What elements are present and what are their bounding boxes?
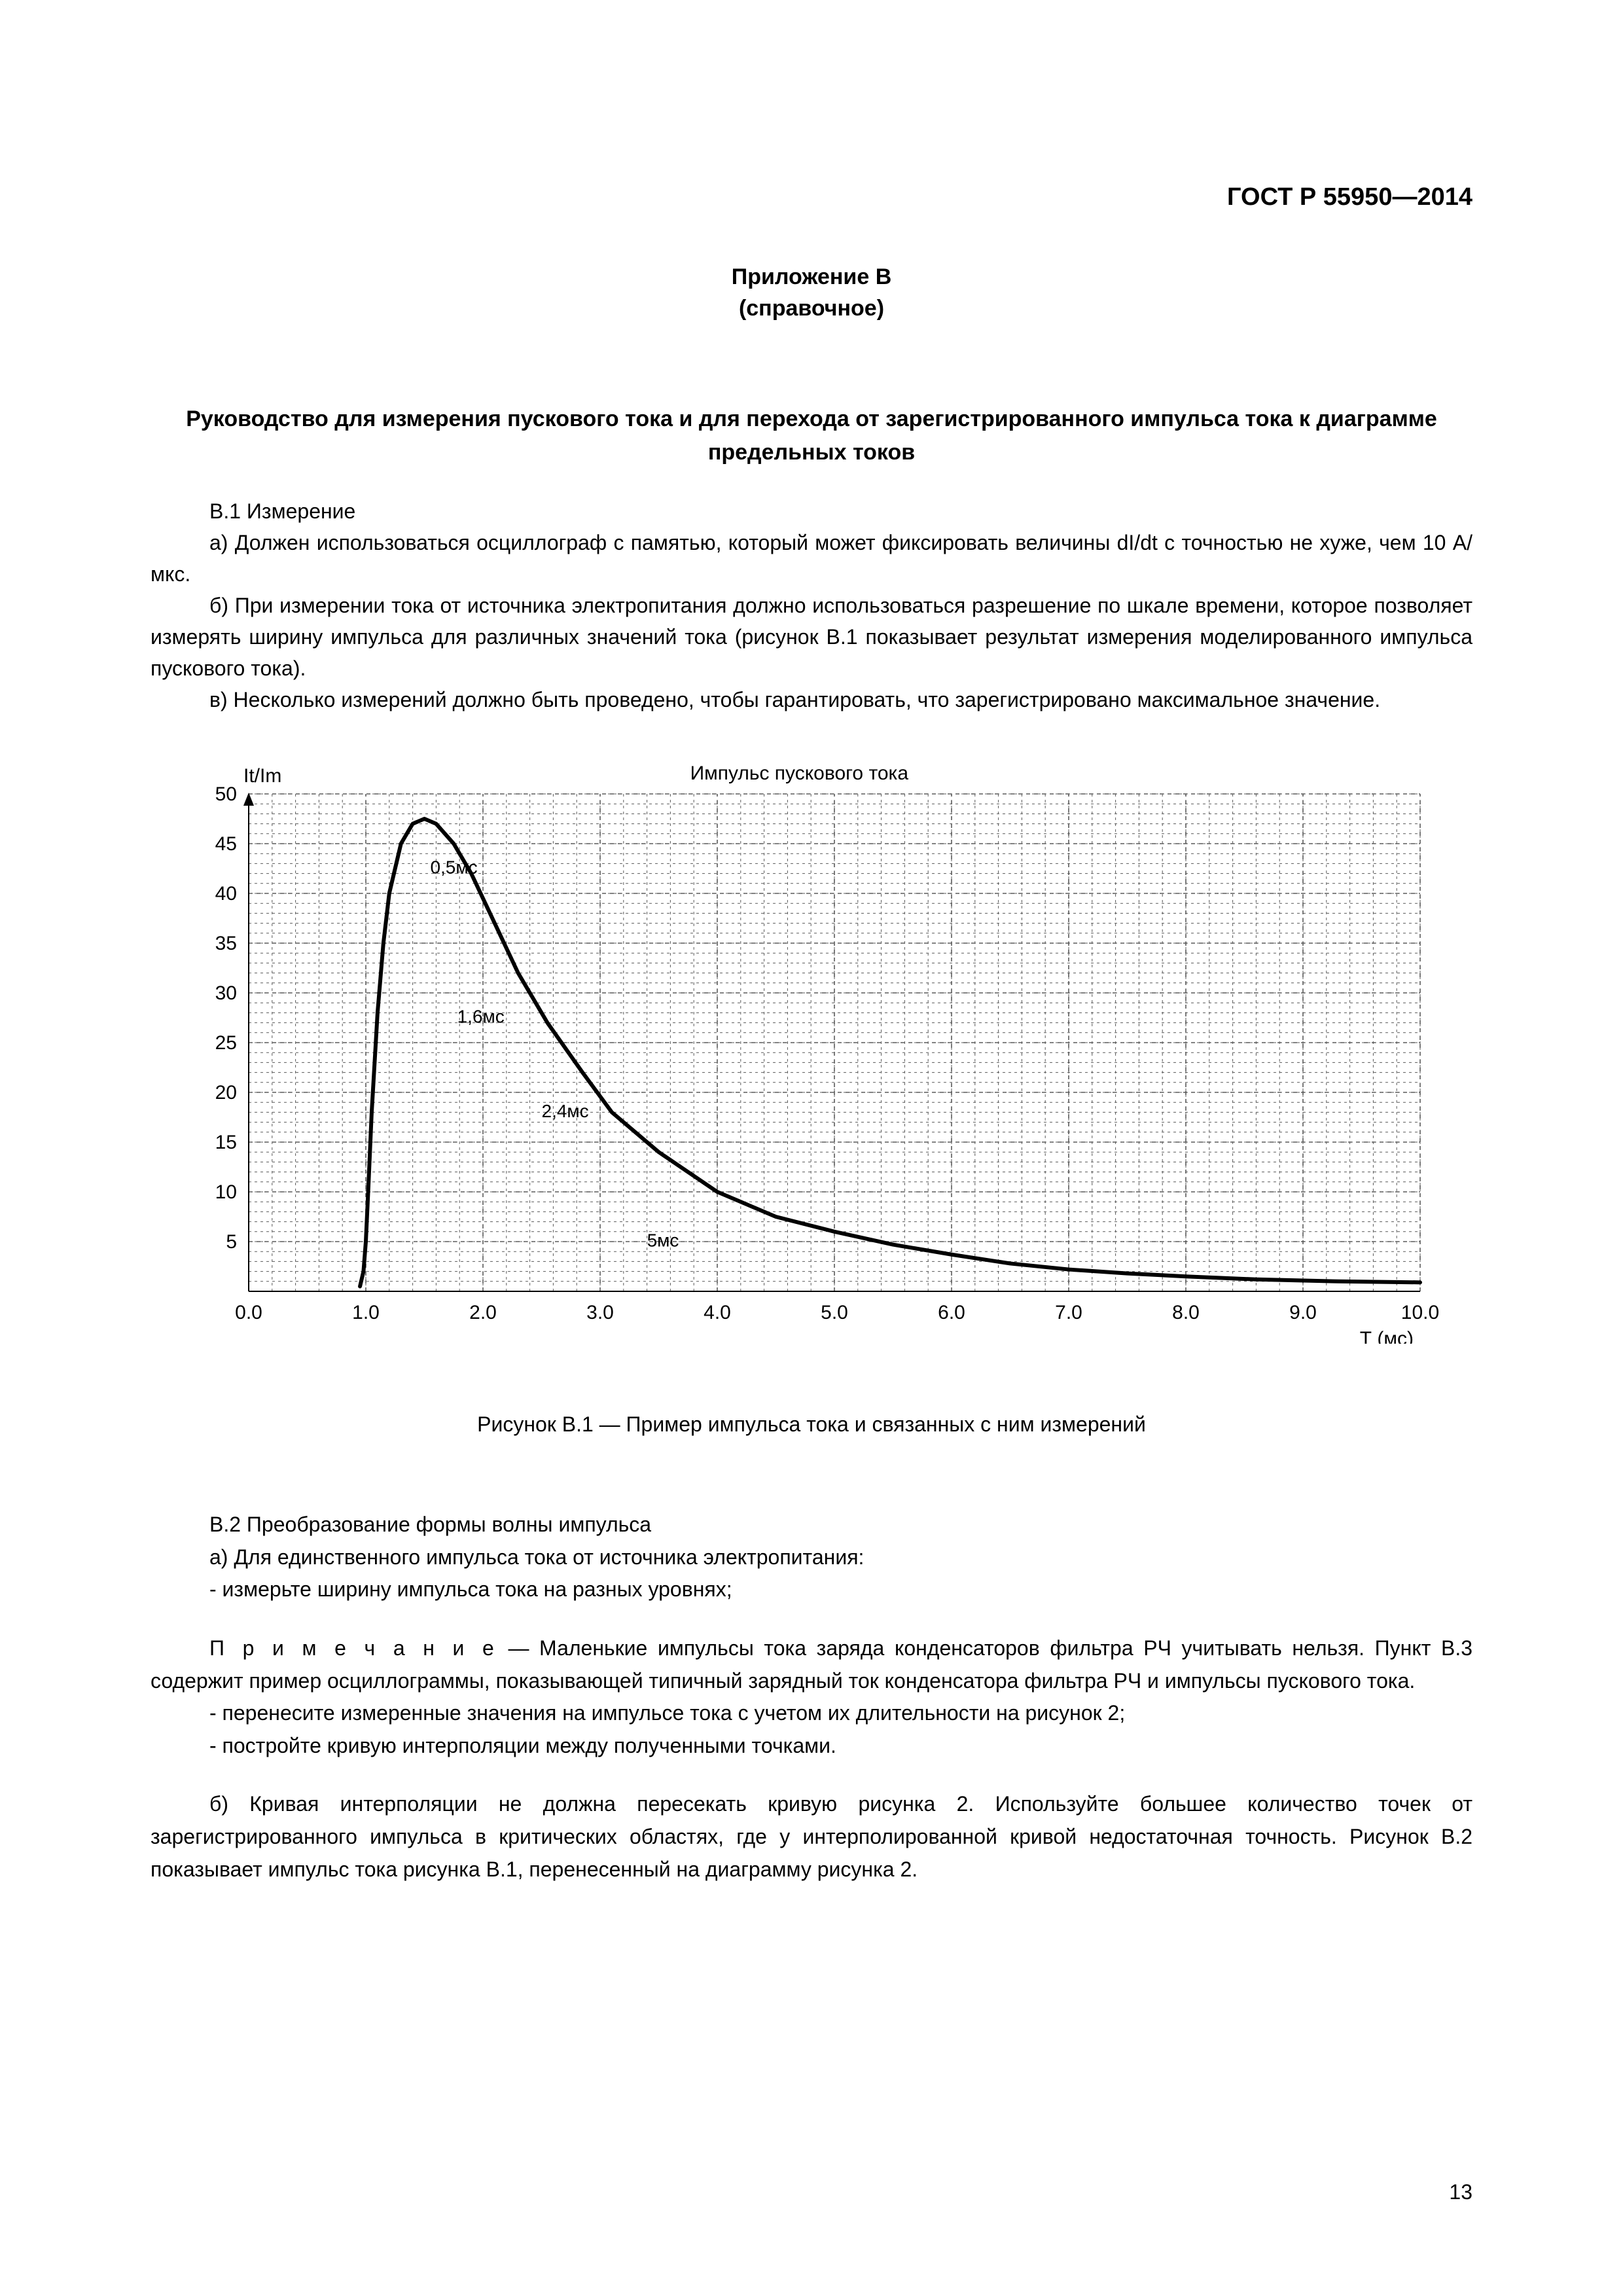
b1-b: б) При измерении тока от источника элект… [151,590,1472,684]
b1-heading: В.1 Измерение [151,495,1472,527]
svg-text:5мс: 5мс [647,1230,679,1251]
body-b1: В.1 Измерение а) Должен использоваться о… [151,495,1472,715]
svg-text:5.0: 5.0 [821,1302,848,1323]
svg-text:9.0: 9.0 [1289,1302,1317,1323]
chart-svg: 0.0 1.0 2.0 3.0 4.0 5.0 6.0 7.0 8.0 9.0 10.0 5 10 15 2… [177,755,1459,1344]
svg-text:5: 5 [226,1231,237,1253]
svg-text:Импульс пускового тока: Импульс пускового тока [690,762,909,784]
svg-text:35: 35 [215,933,237,954]
svg-text:1,6мс: 1,6мс [457,1007,505,1027]
appendix-block: Приложение В (справочное) [151,262,1472,324]
svg-text:10: 10 [215,1181,237,1203]
svg-text:4.0: 4.0 [704,1302,731,1323]
svg-text:0.0: 0.0 [235,1302,262,1323]
note-label: П р и м е ч а н и е [209,1636,498,1660]
svg-text:It/Im: It/Im [243,765,281,787]
appendix-kind: (справочное) [739,296,884,321]
svg-text:3.0: 3.0 [586,1302,614,1323]
b2-a: а) Для единственного импульса тока от ис… [151,1541,1472,1574]
b1-c: в) Несколько измерений должно быть прове… [151,684,1472,715]
b2-heading: В.2 Преобразование формы волны импульса [151,1509,1472,1541]
svg-text:40: 40 [215,883,237,905]
svg-text:10.0: 10.0 [1401,1302,1439,1323]
svg-text:2.0: 2.0 [469,1302,497,1323]
svg-text:15: 15 [215,1132,237,1153]
b2-a-dash2: - перенесите измеренные значения на импу… [151,1697,1472,1730]
svg-text:8.0: 8.0 [1172,1302,1200,1323]
chart-b1: 0.0 1.0 2.0 3.0 4.0 5.0 6.0 7.0 8.0 9.0 10.0 5 10 15 2… [177,755,1472,1347]
doc-code: ГОСТ Р 55950—2014 [1227,183,1472,211]
b2-a-dash1: - измерьте ширину импульса тока на разны… [151,1573,1472,1606]
b2-b: б) Кривая интерполяции не должна пересек… [151,1788,1472,1886]
figure-caption: Рисунок В.1 — Пример импульса тока и свя… [151,1412,1472,1437]
note: П р и м е ч а н и е — Маленькие импульсы… [151,1632,1472,1697]
svg-text:30: 30 [215,982,237,1004]
svg-text:Т (мс): Т (мс) [1360,1328,1414,1344]
b2-a-dash3: - постройте кривую интерполяции между по… [151,1730,1472,1763]
svg-text:7.0: 7.0 [1055,1302,1082,1323]
svg-text:50: 50 [215,783,237,805]
svg-text:45: 45 [215,833,237,855]
appendix-label: Приложение В [732,264,892,289]
svg-text:0,5мс: 0,5мс [430,857,477,878]
svg-text:2,4мс: 2,4мс [542,1101,589,1121]
page: ГОСТ Р 55950—2014 Приложение В (справочн… [0,0,1623,2296]
b1-a: а) Должен использоваться осциллограф с п… [151,527,1472,590]
body-b2: В.2 Преобразование формы волны импульса … [151,1509,1472,1886]
svg-text:1.0: 1.0 [352,1302,380,1323]
svg-text:25: 25 [215,1032,237,1054]
svg-text:20: 20 [215,1082,237,1103]
section-title: Руководство для измерения пускового тока… [151,403,1472,469]
page-number: 13 [1449,2180,1472,2204]
svg-text:6.0: 6.0 [938,1302,965,1323]
